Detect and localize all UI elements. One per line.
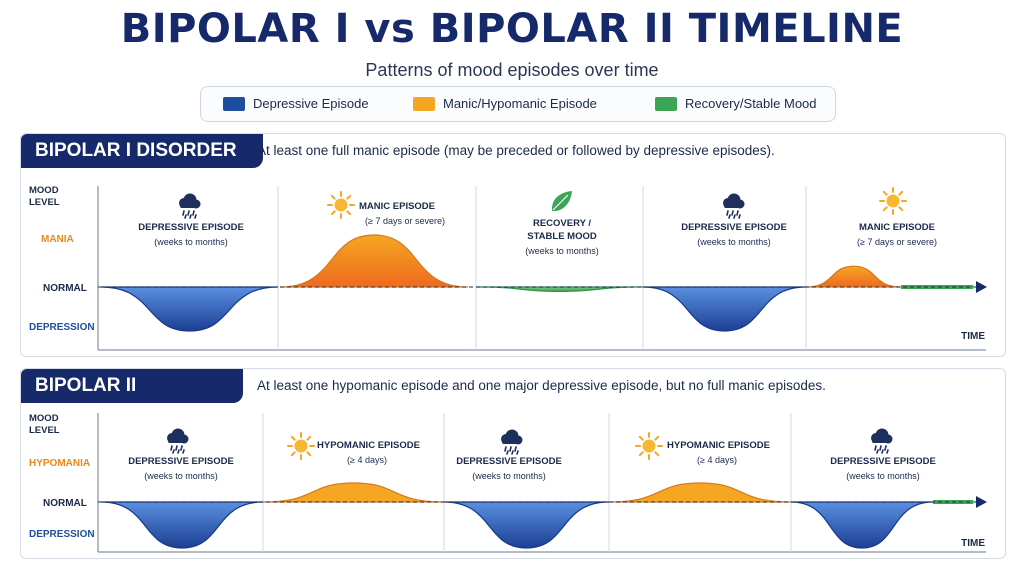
bipolar-2-description: At least one hypomanic episode and one m…	[257, 378, 826, 393]
depressive-curve	[443, 501, 610, 549]
depressive-curve	[100, 286, 279, 332]
episode-detail: (weeks to months)	[144, 471, 218, 481]
sun-icon	[879, 187, 907, 215]
episode-2-manic: HYPOMANIC EPISODE (≥ 4 days)	[262, 432, 445, 503]
sun-icon	[287, 432, 315, 460]
episode-detail: (≥ 7 days or severe)	[365, 216, 445, 226]
rain-cloud-icon	[179, 193, 201, 219]
time-arrow-icon	[976, 281, 987, 293]
episode-title: HYPOMANIC EPISODE	[317, 440, 420, 451]
legend-item-depressive: Depressive Episode	[223, 96, 369, 111]
episode-title: MANIC EPISODE	[859, 222, 935, 233]
episode-title: MANIC EPISODE	[359, 201, 435, 212]
depressive-curve	[642, 286, 807, 332]
time-axis-label: TIME	[961, 331, 985, 342]
episode-2-manic: MANIC EPISODE (≥ 7 days or severe)	[279, 191, 469, 288]
y-label-level: LEVEL	[29, 425, 60, 436]
rain-cloud-icon	[167, 428, 189, 454]
legend-item-manic: Manic/Hypomanic Episode	[413, 96, 597, 111]
episode-1-depressive: DEPRESSIVE EPISODE (weeks to months)	[100, 193, 279, 332]
legend-swatch-manic	[413, 96, 435, 111]
episode-title: DEPRESSIVE EPISODE	[456, 456, 562, 467]
episode-title: DEPRESSIVE EPISODE	[128, 456, 234, 467]
y-label-mood: MOOD	[29, 413, 59, 424]
legend-label-depressive: Depressive Episode	[253, 96, 369, 111]
sun-icon	[635, 432, 663, 460]
episode-1-depressive: DEPRESSIVE EPISODE (weeks to months)	[100, 428, 264, 549]
page-subtitle: Patterns of mood episodes over time	[365, 60, 659, 80]
y-label-high: MANIA	[41, 234, 74, 245]
episode-3-recovery: RECOVERY / STABLE MOOD (weeks to months)	[475, 191, 644, 293]
episode-title: DEPRESSIVE EPISODE	[830, 456, 936, 467]
episode-title: DEPRESSIVE EPISODE	[681, 222, 787, 233]
episode-4-manic: HYPOMANIC EPISODE (≥ 4 days)	[608, 432, 792, 503]
episode-title-line2: STABLE MOOD	[527, 231, 597, 242]
episode-4-depressive: DEPRESSIVE EPISODE (weeks to months)	[642, 193, 807, 332]
episode-title: DEPRESSIVE EPISODE	[138, 222, 244, 233]
episode-detail: (weeks to months)	[525, 246, 599, 256]
depressive-curve	[790, 501, 934, 549]
episode-title: RECOVERY /	[533, 218, 591, 229]
y-label-normal: NORMAL	[43, 283, 87, 294]
page-title: BIPOLAR I vs BIPOLAR II TIMELINE	[120, 6, 904, 52]
y-label-high: HYPOMANIA	[29, 458, 90, 469]
legend: Depressive Episode Manic/Hypomanic Episo…	[200, 86, 836, 122]
manic-curve	[262, 482, 445, 503]
episode-5-depressive: DEPRESSIVE EPISODE (weeks to months)	[790, 428, 936, 549]
recovery-curve	[475, 286, 644, 293]
y-label-normal: NORMAL	[43, 498, 87, 509]
bipolar-1-description: At least one full manic episode (may be …	[257, 143, 775, 158]
rain-cloud-icon	[871, 428, 893, 454]
sun-icon	[327, 191, 355, 219]
bipolar-2-panel: BIPOLAR II DISORDER At least one hypoman…	[20, 368, 1006, 559]
legend-label-recovery: Recovery/Stable Mood	[685, 96, 817, 111]
time-arrow-icon	[976, 496, 987, 508]
y-label-level: LEVEL	[29, 197, 60, 208]
episode-detail: (weeks to months)	[154, 237, 228, 247]
episode-detail: (weeks to months)	[697, 237, 771, 247]
manic-curve	[805, 265, 902, 288]
rain-cloud-icon	[723, 193, 745, 219]
y-label-low: DEPRESSION	[29, 529, 95, 540]
episode-detail: (≥ 7 days or severe)	[857, 237, 937, 247]
legend-swatch-recovery	[655, 96, 677, 111]
rain-cloud-icon	[501, 429, 523, 455]
y-label-low: DEPRESSION	[29, 322, 95, 333]
bipolar-1-panel: BIPOLAR I DISORDER At least one full man…	[20, 133, 1006, 357]
depressive-curve	[100, 501, 264, 549]
episode-detail: (weeks to months)	[472, 471, 546, 481]
episode-detail: (≥ 4 days)	[347, 455, 387, 465]
y-label-mood: MOOD	[29, 185, 59, 196]
bipolar-1-badge: BIPOLAR I DISORDER	[21, 134, 263, 168]
manic-curve	[608, 482, 792, 503]
time-axis-label: TIME	[961, 538, 985, 549]
episode-detail: (weeks to months)	[846, 471, 920, 481]
episode-title: HYPOMANIC EPISODE	[667, 440, 770, 451]
episode-3-depressive: DEPRESSIVE EPISODE (weeks to months)	[443, 429, 610, 549]
bipolar-2-badge: BIPOLAR II DISORDER	[21, 369, 243, 430]
manic-curve	[279, 234, 469, 288]
leaf-icon	[551, 191, 572, 212]
episode-detail: (≥ 4 days)	[697, 455, 737, 465]
episode-5-manic: MANIC EPISODE (≥ 7 days or severe)	[805, 187, 937, 288]
legend-label-manic: Manic/Hypomanic Episode	[443, 96, 597, 111]
legend-swatch-depressive	[223, 96, 245, 111]
legend-item-recovery: Recovery/Stable Mood	[655, 96, 817, 111]
